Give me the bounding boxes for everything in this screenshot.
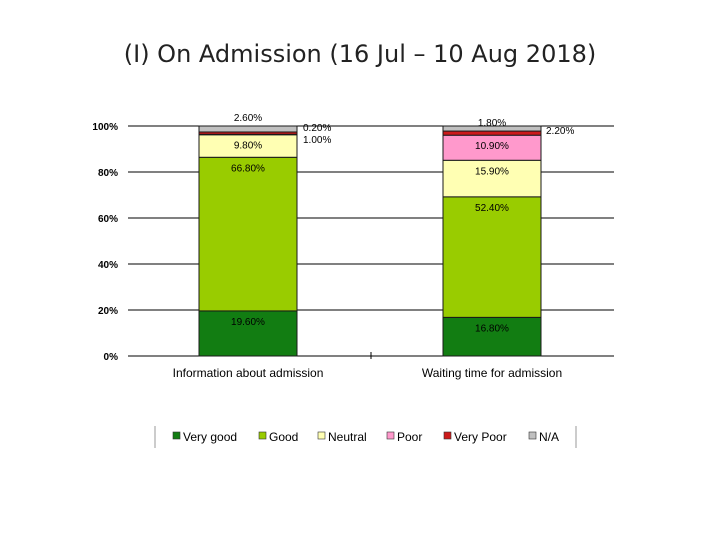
- y-axis-tick-labels: 0% 20% 40% 60% 80% 100%: [92, 122, 118, 363]
- y-tick-label: 40%: [98, 260, 118, 271]
- legend-label-very-poor: Very Poor: [454, 430, 507, 444]
- data-label-good: 52.40%: [475, 203, 509, 214]
- bars: [198, 125, 542, 357]
- slide-title: (I) On Admission (16 Jul – 10 Aug 2018): [123, 40, 597, 68]
- legend-swatch-good: [258, 431, 267, 440]
- legend-swatch-very-good: [172, 431, 181, 440]
- data-label-n-a: 2.60%: [234, 113, 262, 124]
- data-label-n-a: 2.20%: [546, 126, 574, 137]
- y-tick-label: 100%: [92, 122, 118, 133]
- bar-segment-good: [442, 196, 542, 318]
- data-labels: 19.60% 66.80% 9.80% 0.20%1.00% 2.60% 16.80% 52…: [231, 113, 574, 334]
- y-tick-label: 20%: [98, 306, 118, 317]
- bar-segment-good: [198, 156, 298, 312]
- category-label: Waiting time for admission: [422, 366, 562, 380]
- data-label-poor: 0.20%: [303, 123, 331, 134]
- data-label-very-good: 19.60%: [231, 317, 265, 328]
- legend-swatch-poor: [386, 431, 395, 440]
- y-tick-label: 60%: [98, 214, 118, 225]
- data-label-poor: 10.90%: [475, 141, 509, 152]
- legend-swatch-n-a: [528, 431, 537, 440]
- legend-label-n-a: N/A: [539, 430, 559, 444]
- bar-segment-poor: [442, 134, 542, 161]
- bar-segment-neutral: [442, 159, 542, 198]
- y-tick-label: 80%: [98, 168, 118, 179]
- bar-segment-n-a: [198, 125, 298, 133]
- data-label-very-good: 16.80%: [475, 323, 509, 334]
- legend-label-neutral: Neutral: [328, 430, 367, 444]
- data-label-very-poor: 1.00%: [303, 135, 331, 146]
- legend-swatch-neutral: [317, 431, 326, 440]
- category-label: Information about admission: [173, 366, 324, 380]
- data-label-very-poor: 1.80%: [478, 118, 506, 129]
- data-label-neutral: 15.90%: [475, 166, 509, 177]
- category-labels: Information about admission Waiting time …: [173, 366, 563, 380]
- legend: Very good Good Neutral Poor Very Poor N/A: [154, 426, 577, 448]
- legend-swatch-very-poor: [443, 431, 452, 440]
- legend-label-good: Good: [269, 430, 298, 444]
- data-label-good: 66.80%: [231, 163, 265, 174]
- bar-segment-very-poor: [442, 130, 542, 136]
- y-tick-label: 0%: [104, 352, 119, 363]
- data-label-neutral: 9.80%: [234, 141, 262, 152]
- legend-label-poor: Poor: [397, 430, 422, 444]
- bar-segment-n-a: [442, 125, 542, 132]
- legend-label-very-good: Very good: [183, 430, 237, 444]
